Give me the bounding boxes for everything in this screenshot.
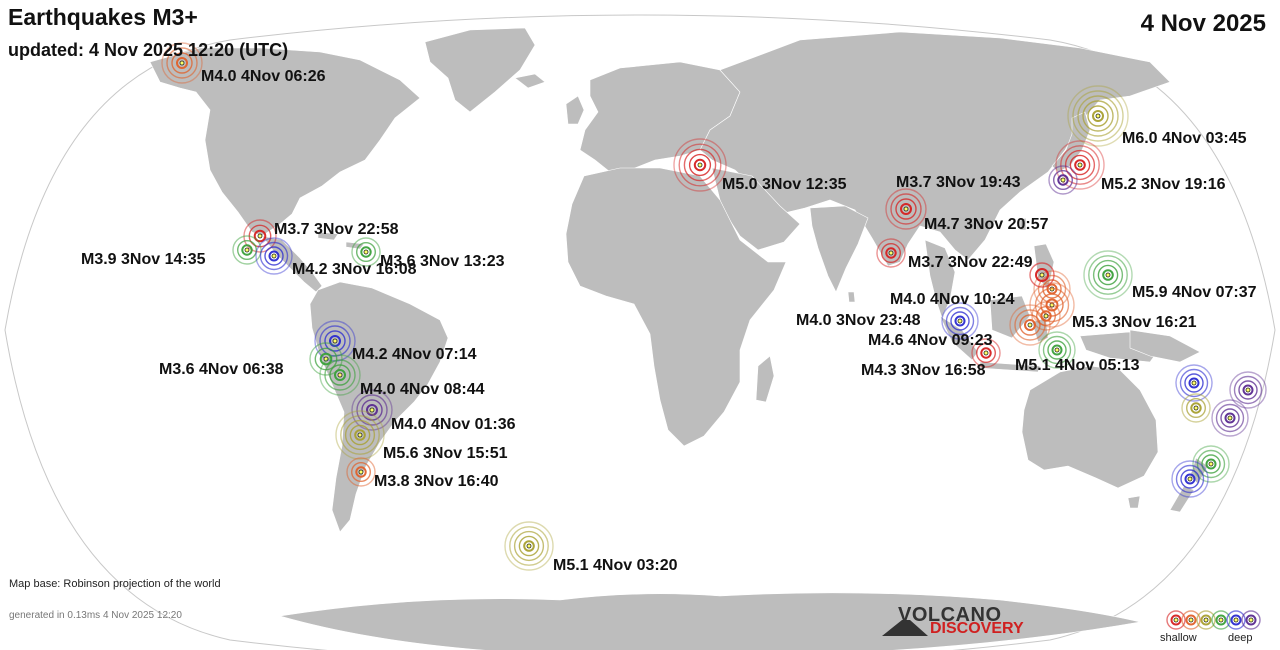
earthquake-marker[interactable] (1029, 262, 1055, 288)
depth-legend: shallow deep (1158, 608, 1268, 648)
earthquake-label: M3.9 3Nov 14:35 (81, 251, 206, 268)
updated-timestamp: updated: 4 Nov 2025 12:20 (UTC) (8, 40, 289, 60)
earthquake-label: M4.0 4Nov 01:36 (391, 416, 516, 433)
australia (1021, 365, 1159, 489)
central-america (261, 235, 323, 293)
earthquake-marker[interactable] (1038, 331, 1076, 369)
earthquake-label: M4.0 4Nov 10:24 (890, 291, 1015, 308)
iceland (514, 73, 546, 89)
southeast-asia (924, 239, 956, 319)
map-date: 4 Nov 2025 (1140, 10, 1266, 37)
earthquake-marker[interactable] (876, 238, 906, 268)
earthquake-marker[interactable] (673, 138, 727, 192)
earthquake-label: M4.0 4Nov 08:44 (360, 381, 485, 398)
earthquake-label: M4.6 4Nov 09:23 (868, 332, 993, 349)
earthquake-marker[interactable] (1083, 250, 1133, 300)
earthquake-label: M4.2 4Nov 07:14 (352, 346, 477, 363)
earthquake-marker[interactable] (232, 235, 262, 265)
earthquake-marker[interactable] (319, 354, 361, 396)
borneo-sumatra (939, 295, 1031, 361)
earthquake-marker[interactable] (885, 188, 927, 230)
earthquake-marker[interactable] (1031, 301, 1061, 331)
greenland (424, 27, 536, 113)
earthquake-label: M5.1 4Nov 03:20 (553, 557, 678, 574)
earthquake-marker[interactable] (971, 338, 1001, 368)
earthquake-label: M4.0 3Nov 23:48 (796, 312, 921, 329)
earthquake-label: M4.3 3Nov 16:58 (861, 362, 986, 379)
earthquake-marker[interactable] (243, 219, 277, 253)
earthquake-marker[interactable] (1192, 445, 1230, 483)
legend-depth-swatch[interactable] (1196, 610, 1216, 630)
brand-line-2: DISCOVERY (930, 620, 1024, 637)
earthquake-label: M4.0 4Nov 06:26 (201, 68, 326, 85)
earthquake-label: M5.6 3Nov 15:51 (383, 445, 508, 462)
caribbean (317, 231, 365, 250)
madagascar (755, 355, 775, 403)
earthquake-label: M3.8 3Nov 16:40 (374, 473, 499, 490)
tasmania (1127, 495, 1141, 509)
earthquake-label: M5.9 4Nov 07:37 (1132, 284, 1257, 301)
earthquake-labels: M4.0 4Nov 06:26 M6.0 4Nov 03:45 M5.2 3Nov … (81, 68, 1257, 574)
map-title: Earthquakes M3+ (8, 4, 198, 30)
legend-shallow-label: shallow (1160, 632, 1197, 644)
volcano-icon (882, 620, 928, 636)
earthquake-marker[interactable] (1067, 85, 1129, 147)
earthquake-marker[interactable] (1211, 399, 1249, 437)
legend-depth-swatch[interactable] (1181, 610, 1201, 630)
legend-depth-swatch[interactable] (1211, 610, 1231, 630)
earthquake-marker[interactable] (335, 410, 385, 460)
earthquake-label: M3.7 3Nov 22:58 (274, 221, 399, 238)
earthquake-markers (161, 42, 1267, 571)
earthquake-marker[interactable] (1029, 282, 1075, 328)
africa (565, 167, 787, 447)
earthquake-label: M4.7 3Nov 20:57 (924, 216, 1049, 233)
earthquake-label: M4.2 3Nov 16:08 (292, 261, 417, 278)
uk (565, 95, 585, 125)
volcano-discovery-logo[interactable]: VOLCANO DISCOVERY (882, 604, 1042, 640)
earthquake-label: M5.1 4Nov 05:13 (1015, 357, 1140, 374)
legend-depth-swatch[interactable] (1166, 610, 1186, 630)
earthquake-marker[interactable] (1229, 371, 1267, 409)
legend-deep-label: deep (1228, 632, 1253, 644)
earthquake-marker[interactable] (1181, 393, 1211, 423)
taiwan (1019, 217, 1027, 231)
earthquake-label: M3.7 3Nov 22:49 (908, 254, 1033, 271)
earthquake-marker[interactable] (1055, 140, 1105, 190)
earthquake-label: M5.0 3Nov 12:35 (722, 176, 847, 193)
earthquake-label: M6.0 4Nov 03:45 (1122, 130, 1247, 147)
sri-lanka (847, 291, 856, 303)
india (809, 205, 869, 293)
earthquake-label: M3.6 4Nov 06:38 (159, 361, 284, 378)
earthquake-marker[interactable] (351, 389, 393, 431)
earthquake-marker[interactable] (504, 521, 554, 571)
earthquake-marker[interactable] (346, 457, 376, 487)
earthquake-label: M3.7 3Nov 19:43 (896, 174, 1021, 191)
earthquake-label: M5.3 3Nov 16:21 (1072, 314, 1197, 331)
generated-note: generated in 0.13ms 4 Nov 2025 12:20 (9, 610, 182, 621)
asia (699, 31, 1171, 267)
earthquake-marker[interactable] (351, 237, 381, 267)
earthquake-label: M5.2 3Nov 19:16 (1101, 176, 1226, 193)
south-america (309, 281, 449, 533)
earthquake-marker[interactable] (1171, 460, 1209, 498)
earthquake-label: M3.6 3Nov 13:23 (380, 253, 505, 270)
earthquake-marker[interactable] (941, 302, 979, 340)
new-guinea (1129, 329, 1201, 363)
brand-line-1: VOLCANO (898, 604, 1002, 626)
earthquake-marker[interactable] (161, 42, 203, 84)
earthquake-marker[interactable] (1175, 364, 1213, 402)
map-outline (4, 14, 1276, 650)
earthquake-marker[interactable] (255, 237, 293, 275)
north-america (149, 47, 421, 237)
basemap-note: Map base: Robinson projection of the wor… (9, 578, 221, 590)
earthquake-marker[interactable] (1048, 165, 1078, 195)
legend-depth-swatch[interactable] (1241, 610, 1261, 630)
depth-legend-swatches (1166, 610, 1261, 630)
legend-depth-swatch[interactable] (1226, 610, 1246, 630)
